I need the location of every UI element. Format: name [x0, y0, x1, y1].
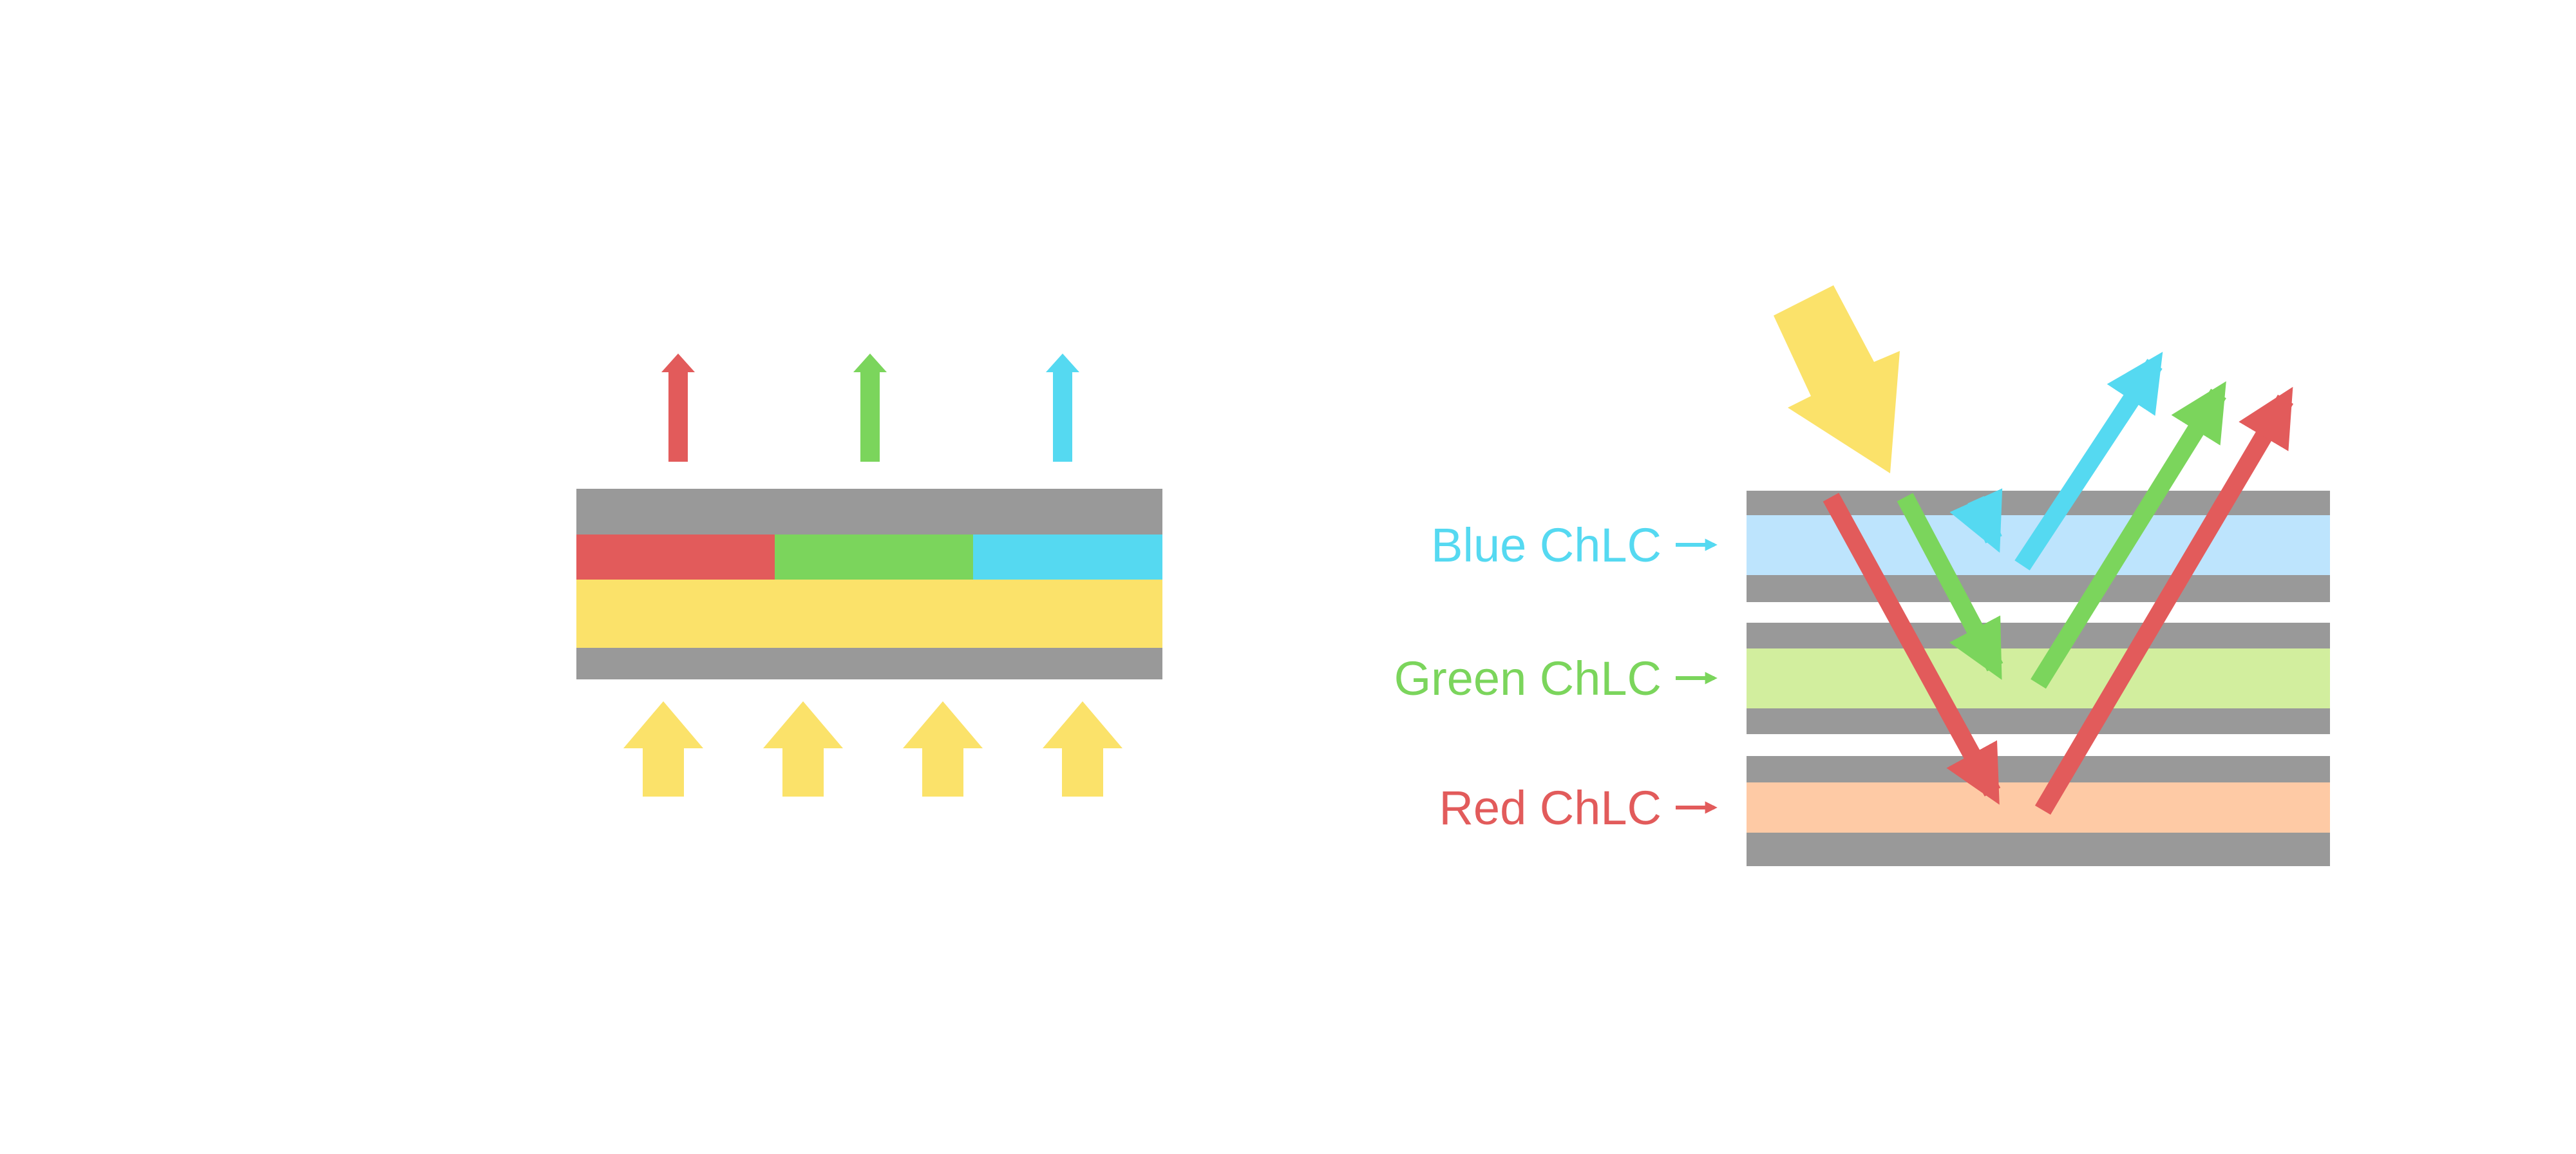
left-cyan-filter-segment: [973, 534, 1162, 580]
left-top-substrate: [576, 489, 1162, 534]
red-cell-top-substrate: [1747, 756, 2330, 782]
green-cell-bottom-substrate: [1747, 708, 2330, 734]
backlight-arrow-icon-2: [763, 701, 843, 797]
red-emitted-arrow-icon: [661, 354, 695, 462]
green-emitted-arrow-icon: [853, 354, 887, 462]
red-cell-bottom-substrate: [1747, 833, 2330, 866]
incident-light-arrow-icon: [1774, 285, 1900, 473]
cyan-emitted-arrow-icon: [1046, 354, 1079, 462]
red-reflected-beam-icon: [2034, 386, 2294, 815]
left-bottom-substrate: [576, 648, 1162, 679]
backlight-arrow-icon-4: [1043, 701, 1122, 797]
left-diagram: [576, 354, 1162, 797]
backlight-arrow-icon-3: [903, 701, 983, 797]
red-chlc-label: Red ChLC: [1439, 781, 1662, 835]
cyan-reflected-beam-icon: [2014, 352, 2163, 571]
red-chlc-layer: [1747, 782, 2330, 833]
right-diagram: Blue ChLC Green ChLC Red ChLC: [1394, 285, 2330, 866]
left-green-filter-segment: [775, 534, 973, 580]
cyan-transmitted-beam-icon: [1949, 488, 2003, 553]
green-chlc-label: Green ChLC: [1394, 652, 1662, 705]
green-cell-top-substrate: [1747, 623, 2330, 648]
green-transmitted-beam-icon: [1897, 493, 2003, 680]
blue-chlc-label: Blue ChLC: [1431, 518, 1662, 572]
left-red-filter-segment: [576, 534, 775, 580]
left-backlight-layer: [576, 580, 1162, 648]
backlight-arrow-icon-1: [623, 701, 703, 797]
green-reflected-beam-icon: [2031, 381, 2226, 689]
blue-cell-bottom-substrate: [1747, 575, 2330, 602]
red-transmitted-beam-icon: [1823, 493, 2001, 805]
